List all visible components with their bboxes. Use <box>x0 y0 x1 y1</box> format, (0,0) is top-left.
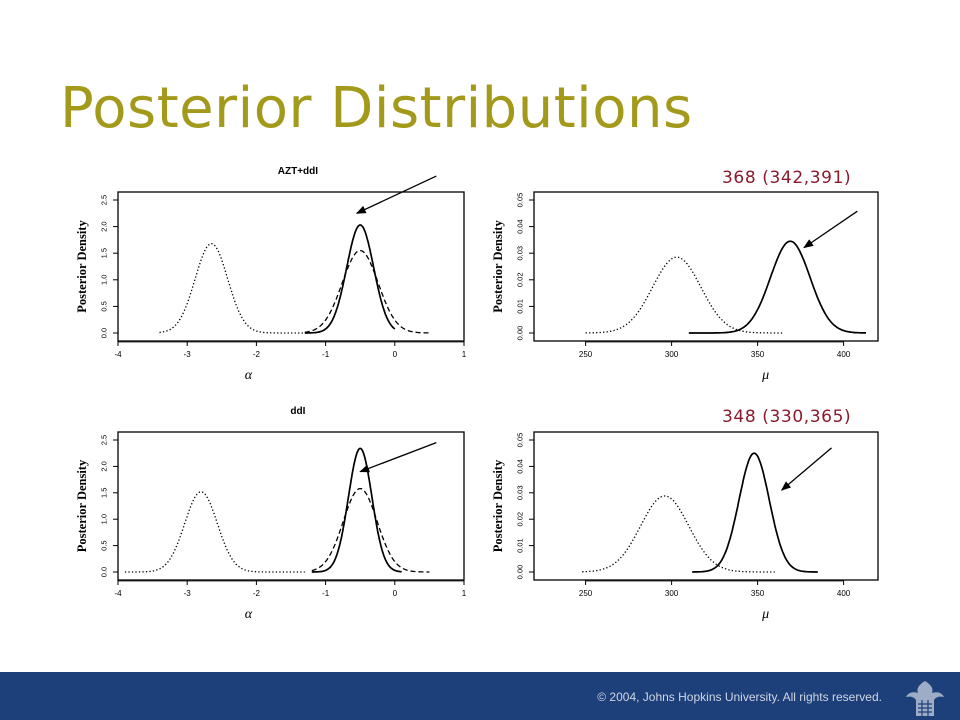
y-tick-label: 0.04 <box>516 219 525 234</box>
y-tick-label: 0.0 <box>100 567 109 577</box>
x-tick-label: 0 <box>393 589 398 598</box>
ci-label-bottom: 348 (330,365) <box>722 407 852 427</box>
y-tick-label: 1.0 <box>100 275 109 285</box>
density-curve-solid <box>311 447 402 573</box>
y-tick-label: 0.02 <box>516 272 525 287</box>
y-tick-label: 0.0 <box>100 328 109 338</box>
y-tick-label: 0.5 <box>100 301 109 311</box>
x-axis-label: μ <box>761 368 769 383</box>
plot-frame <box>117 191 465 342</box>
chart-panel-4: 250 300 350 400 0.00 0.01 0.02 0.03 0.04 0.05 Post… <box>491 431 879 622</box>
x-tick-label: -1 <box>322 350 330 359</box>
density-curve-dotted <box>582 495 775 573</box>
y-tick-label: 1.5 <box>100 488 109 498</box>
density-curve-dotted <box>585 256 784 334</box>
y-tick-label: 0.5 <box>100 540 109 550</box>
posterior-figure: AZT+ddI -4 -3 -2 -1 0 1 0.0 0.5 1.0 1.5 2.0 2.5 Poste… <box>75 166 879 622</box>
x-tick-label: 1 <box>462 350 467 359</box>
x-tick-label: 1 <box>462 589 467 598</box>
x-axis-label: μ <box>761 607 769 622</box>
x-tick-label: 250 <box>579 350 593 359</box>
chart-panel-1: AZT+ddI -4 -3 -2 -1 0 1 0.0 0.5 1.0 1.5 2.0 2.5 Poste… <box>75 166 467 383</box>
x-axis-label: α <box>245 607 253 622</box>
x-tick-label: -2 <box>253 350 261 359</box>
y-tick-label: 0.04 <box>516 459 525 474</box>
density-curve-dotted <box>159 242 305 334</box>
y-axis-label: Posterior Density <box>491 459 505 552</box>
density-curve-dashed <box>311 487 430 573</box>
x-tick-label: 350 <box>751 350 765 359</box>
footer-bar <box>0 672 960 720</box>
y-tick-label: 0.03 <box>516 246 525 261</box>
x-tick-label: 300 <box>665 589 679 598</box>
y-tick-label: 2.0 <box>100 461 109 471</box>
y-axis-label: Posterior Density <box>75 220 89 313</box>
x-tick-label: 400 <box>837 350 851 359</box>
density-curve-dashed <box>304 249 430 334</box>
x-tick-label: -3 <box>184 589 192 598</box>
y-tick-label: 2.5 <box>100 435 109 445</box>
arrow-icon <box>359 442 437 473</box>
y-axis-label: Posterior Density <box>75 459 89 552</box>
y-tick-label: 0.00 <box>516 565 525 580</box>
plot-frame <box>117 431 465 581</box>
y-tick-label: 0.05 <box>516 433 525 448</box>
chart-title: AZT+ddI <box>278 166 318 177</box>
density-curve-solid <box>688 240 866 334</box>
x-tick-label: -2 <box>253 589 261 598</box>
y-tick-label: 2.0 <box>100 221 109 231</box>
y-axis-label: Posterior Density <box>491 220 505 313</box>
plot-frame <box>533 431 879 581</box>
x-tick-label: 300 <box>665 350 679 359</box>
density-curve-solid <box>304 224 396 334</box>
y-tick-label: 0.00 <box>516 326 525 341</box>
x-tick-label: 400 <box>837 589 851 598</box>
arrow-icon <box>803 210 858 249</box>
x-tick-label: 0 <box>393 350 398 359</box>
x-tick-label: -1 <box>322 589 330 598</box>
x-tick-label: 250 <box>579 589 593 598</box>
x-tick-label: -4 <box>114 589 122 598</box>
arrow-icon <box>780 447 832 491</box>
chart-title: ddI <box>290 406 305 417</box>
y-tick-label: 2.5 <box>100 195 109 205</box>
y-tick-label: 0.01 <box>516 538 525 553</box>
x-tick-label: 350 <box>751 589 765 598</box>
y-tick-label: 0.03 <box>516 485 525 500</box>
y-tick-label: 0.01 <box>516 299 525 314</box>
slide-title: Posterior Distributions <box>60 76 693 141</box>
y-tick-label: 0.05 <box>516 193 525 208</box>
plot-frame <box>533 191 879 342</box>
chart-panel-3: ddI -4 -3 -2 -1 0 1 0.0 0.5 1.0 1.5 2.0 2.5 Posterior… <box>75 406 467 622</box>
jhu-crest-icon <box>906 681 944 716</box>
y-tick-label: 1.5 <box>100 248 109 258</box>
copyright-notice: © 2004, Johns Hopkins University. All ri… <box>597 690 882 704</box>
y-tick-label: 1.0 <box>100 514 109 524</box>
x-tick-label: -3 <box>184 350 192 359</box>
density-curve-solid <box>692 452 818 573</box>
ci-label-top: 368 (342,391) <box>722 168 852 188</box>
chart-panel-2: 250 300 350 400 0.00 0.01 0.02 0.03 0.04 0.05 Post… <box>491 191 879 383</box>
y-tick-label: 0.02 <box>516 512 525 527</box>
density-curve-dotted <box>124 491 305 573</box>
arrow-icon <box>355 175 437 214</box>
x-axis-label: α <box>245 368 253 383</box>
x-tick-label: -4 <box>114 350 122 359</box>
